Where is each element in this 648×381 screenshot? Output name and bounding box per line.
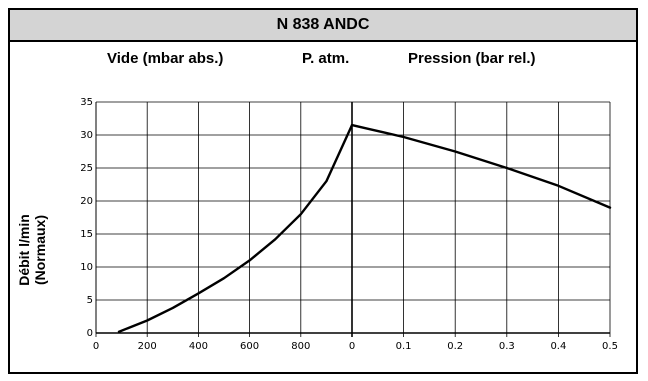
- pressure-header-label: Pression (bar rel.): [408, 50, 536, 67]
- vacuum-header-label: Vide (mbar abs.): [107, 50, 224, 67]
- chart-title: N 838 ANDC: [10, 10, 636, 42]
- pressure-tick-label-0.3: 0.3: [499, 341, 515, 352]
- y-tick-label-10: 10: [80, 262, 93, 273]
- pressure-tick-label-0.4: 0.4: [550, 341, 566, 352]
- vacuum-tick-label-200: 200: [138, 341, 157, 352]
- y-tick-label-30: 30: [80, 130, 93, 141]
- y-tick-label-25: 25: [80, 163, 93, 174]
- pressure-tick-label-0.2: 0.2: [447, 341, 463, 352]
- y-tick-label-5: 5: [87, 295, 93, 306]
- pressure-tick-label-0.5: 0.5: [602, 341, 618, 352]
- series-line-pressure: [350, 123, 612, 209]
- pressure-tick-label-0.1: 0.1: [396, 341, 412, 352]
- vacuum-tick-label-0: 0: [93, 341, 99, 352]
- vacuum-tick-label-800: 800: [291, 341, 310, 352]
- y-tick-label-15: 15: [80, 229, 93, 240]
- vacuum-tick-label-600: 600: [240, 341, 259, 352]
- atm-header-label: P. atm.: [302, 50, 350, 67]
- vacuum-tick-label-400: 400: [189, 341, 208, 352]
- series-line-vacuum: [117, 123, 354, 333]
- chart-frame: N 838 ANDC: [8, 8, 638, 374]
- y-tick-label-35: 35: [80, 97, 93, 108]
- y-tick-label-20: 20: [80, 196, 93, 207]
- pressure-tick-label-0: 0: [349, 341, 355, 352]
- y-tick-label-0: 0: [87, 328, 93, 339]
